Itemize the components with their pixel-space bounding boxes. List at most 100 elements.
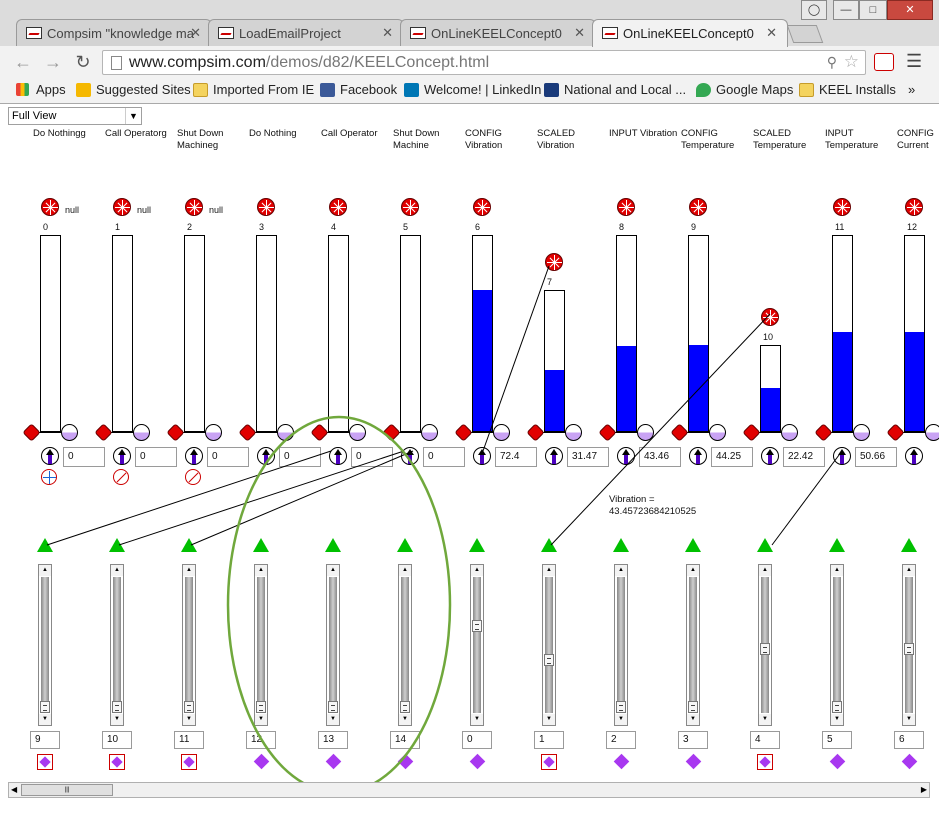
value-field[interactable]: 0: [63, 447, 105, 467]
slider-thumb[interactable]: [832, 701, 842, 713]
slider-track[interactable]: [545, 577, 553, 713]
half-circle-icon[interactable]: [565, 424, 582, 441]
half-circle-icon[interactable]: [493, 424, 510, 441]
up-arrow-icon[interactable]: [689, 447, 707, 465]
forward-arrow-icon[interactable]: →: [44, 52, 62, 72]
slider-up-icon[interactable]: ▲: [327, 565, 339, 576]
slider-up-icon[interactable]: ▲: [759, 565, 771, 576]
slider-number-field[interactable]: 4: [750, 731, 780, 749]
purple-box-icon[interactable]: [757, 754, 773, 770]
slider-number-field[interactable]: 1: [534, 731, 564, 749]
slider-down-icon[interactable]: ▼: [327, 714, 339, 725]
value-field[interactable]: 22.42: [783, 447, 825, 467]
bookmark-imported-from-ie[interactable]: Imported From IE: [193, 82, 314, 97]
tab-loademail[interactable]: LoadEmailProject ✕: [208, 19, 404, 46]
vertical-slider[interactable]: ▲ ▼: [902, 564, 916, 726]
red-node-icon[interactable]: [257, 198, 275, 216]
value-field[interactable]: 43.46: [639, 447, 681, 467]
scroll-right-icon[interactable]: ▶: [920, 785, 927, 794]
vertical-slider[interactable]: ▲ ▼: [326, 564, 340, 726]
user-icon[interactable]: ◯: [801, 0, 827, 20]
slider-thumb[interactable]: [544, 653, 554, 666]
slider-down-icon[interactable]: ▼: [111, 714, 123, 725]
half-circle-icon[interactable]: [205, 424, 222, 441]
half-circle-icon[interactable]: [637, 424, 654, 441]
green-triangle-icon[interactable]: [613, 538, 629, 552]
purple-box-icon[interactable]: [541, 754, 557, 770]
new-tab-button[interactable]: [786, 25, 824, 43]
slider-up-icon[interactable]: ▲: [543, 565, 555, 576]
reload-icon[interactable]: ↻: [75, 52, 91, 72]
value-field[interactable]: 0: [279, 447, 321, 467]
slider-up-icon[interactable]: ▲: [399, 565, 411, 576]
slider-thumb[interactable]: [256, 701, 266, 713]
slider-track[interactable]: [401, 577, 409, 713]
vertical-slider[interactable]: ▲ ▼: [398, 564, 412, 726]
slider-number-field[interactable]: 2: [606, 731, 636, 749]
bookmark-national-local[interactable]: National and Local ...: [544, 82, 686, 97]
slider-thumb[interactable]: [40, 701, 50, 713]
red-node-icon[interactable]: [401, 198, 419, 216]
slider-thumb[interactable]: [760, 642, 770, 655]
vertical-slider[interactable]: ▲ ▼: [182, 564, 196, 726]
value-field[interactable]: 0: [207, 447, 249, 467]
purple-box-icon[interactable]: [181, 754, 197, 770]
slider-down-icon[interactable]: ▼: [183, 714, 195, 725]
up-arrow-icon[interactable]: [761, 447, 779, 465]
slider-track[interactable]: [689, 577, 697, 713]
green-triangle-icon[interactable]: [397, 538, 413, 552]
green-triangle-icon[interactable]: [109, 538, 125, 552]
slider-thumb[interactable]: [112, 701, 122, 713]
slider-track[interactable]: [617, 577, 625, 713]
value-field[interactable]: 72.4: [495, 447, 537, 467]
red-node-icon[interactable]: [545, 253, 563, 271]
slider-up-icon[interactable]: ▲: [471, 565, 483, 576]
vertical-slider[interactable]: ▲ ▼: [686, 564, 700, 726]
purple-box-icon[interactable]: [109, 754, 125, 770]
pdf-extension-icon[interactable]: [874, 53, 894, 71]
green-triangle-icon[interactable]: [829, 538, 845, 552]
address-bar[interactable]: www.compsim.com/demos/d82/KEELConcept.ht…: [102, 50, 866, 75]
vertical-slider[interactable]: ▲ ▼: [470, 564, 484, 726]
slider-track[interactable]: [185, 577, 193, 713]
vertical-slider[interactable]: ▲ ▼: [830, 564, 844, 726]
slider-track[interactable]: [473, 577, 481, 713]
value-field[interactable]: 50.66: [855, 447, 897, 467]
red-node-icon[interactable]: [833, 198, 851, 216]
back-arrow-icon[interactable]: ←: [14, 52, 32, 72]
slider-number-field[interactable]: 6: [894, 731, 924, 749]
half-circle-icon[interactable]: [709, 424, 726, 441]
half-circle-icon[interactable]: [421, 424, 438, 441]
slider-number-field[interactable]: 0: [462, 731, 492, 749]
no-sign-icon[interactable]: [113, 469, 129, 485]
up-arrow-icon[interactable]: [185, 447, 203, 465]
green-triangle-icon[interactable]: [181, 538, 197, 552]
maximize-button[interactable]: □: [859, 0, 887, 20]
slider-up-icon[interactable]: ▲: [39, 565, 51, 576]
slider-number-field[interactable]: 5: [822, 731, 852, 749]
value-field[interactable]: 0: [135, 447, 177, 467]
slider-number-field[interactable]: 3: [678, 731, 708, 749]
bookmarks-more-button[interactable]: »: [908, 82, 916, 97]
slider-down-icon[interactable]: ▼: [399, 714, 411, 725]
bookmark-keel-installs[interactable]: KEEL Installs: [799, 82, 896, 97]
red-node-icon[interactable]: [617, 198, 635, 216]
url-text[interactable]: www.compsim.com/demos/d82/KEELConcept.ht…: [129, 54, 489, 72]
up-arrow-icon[interactable]: [833, 447, 851, 465]
slider-up-icon[interactable]: ▲: [111, 565, 123, 576]
slider-thumb[interactable]: [184, 701, 194, 713]
scroll-left-icon[interactable]: ◀: [11, 785, 18, 794]
vertical-slider[interactable]: ▲ ▼: [110, 564, 124, 726]
purple-box-icon[interactable]: [37, 754, 53, 770]
bookmark-google-maps[interactable]: Google Maps: [696, 82, 793, 97]
slider-down-icon[interactable]: ▼: [759, 714, 771, 725]
menu-icon[interactable]: ☰: [906, 51, 923, 71]
slider-down-icon[interactable]: ▼: [39, 714, 51, 725]
close-icon[interactable]: ✕: [382, 25, 393, 40]
half-circle-icon[interactable]: [925, 424, 939, 441]
slider-thumb[interactable]: [472, 620, 482, 633]
no-sign-icon[interactable]: [185, 469, 201, 485]
red-node-icon[interactable]: [689, 198, 707, 216]
slider-down-icon[interactable]: ▼: [615, 714, 627, 725]
half-circle-icon[interactable]: [61, 424, 78, 441]
